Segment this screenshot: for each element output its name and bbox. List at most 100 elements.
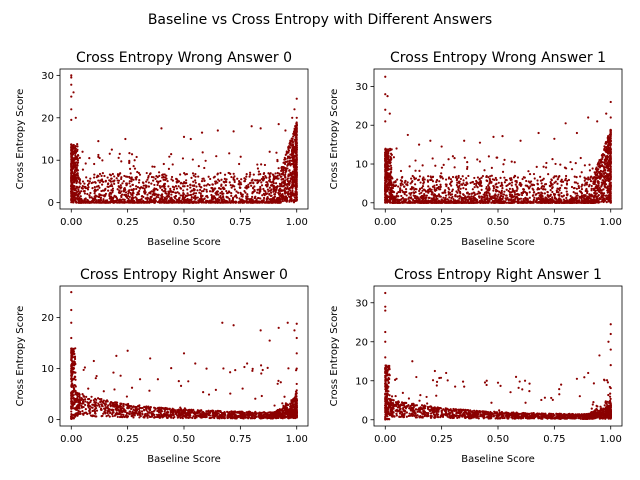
data-point xyxy=(404,198,408,201)
data-point xyxy=(288,169,291,172)
data-point xyxy=(250,184,253,187)
data-point xyxy=(268,150,271,153)
data-point xyxy=(191,184,194,187)
data-point xyxy=(580,171,583,174)
data-point xyxy=(106,201,109,204)
data-point xyxy=(467,195,470,198)
data-point xyxy=(470,192,473,195)
data-point xyxy=(128,180,131,183)
data-point xyxy=(167,195,170,198)
data-point xyxy=(185,179,188,182)
data-point xyxy=(160,193,163,197)
data-point xyxy=(78,178,82,181)
data-point xyxy=(395,195,398,198)
data-point xyxy=(488,186,491,189)
data-point xyxy=(494,183,497,186)
data-point xyxy=(245,173,248,176)
data-point xyxy=(414,183,417,186)
data-point xyxy=(574,161,577,165)
data-point xyxy=(171,179,175,182)
data-point xyxy=(437,193,441,196)
data-point xyxy=(128,152,131,155)
data-point xyxy=(519,197,523,200)
data-point xyxy=(459,187,462,190)
data-point xyxy=(70,156,74,160)
data-point xyxy=(108,193,111,196)
data-point xyxy=(97,195,100,198)
data-point xyxy=(389,164,393,167)
data-point xyxy=(168,155,171,158)
data-point xyxy=(153,201,156,204)
data-point xyxy=(490,166,493,169)
scatter-points xyxy=(384,75,612,204)
data-point xyxy=(74,144,77,148)
data-point xyxy=(473,197,477,200)
data-point xyxy=(244,191,247,194)
data-point xyxy=(93,192,96,195)
data-point xyxy=(118,201,121,204)
data-point xyxy=(454,199,457,202)
data-point xyxy=(259,197,262,200)
data-point xyxy=(220,190,224,193)
data-point xyxy=(78,192,81,195)
data-point xyxy=(488,181,491,184)
data-point xyxy=(409,187,412,191)
data-point xyxy=(70,153,73,156)
data-point xyxy=(171,200,174,203)
data-point xyxy=(118,152,121,156)
data-point xyxy=(417,179,420,182)
data-point xyxy=(513,200,517,203)
data-point xyxy=(128,182,131,185)
data-point xyxy=(559,163,562,166)
data-point xyxy=(138,187,142,190)
data-point xyxy=(277,167,280,170)
data-point xyxy=(426,180,430,183)
data-point xyxy=(201,151,204,154)
data-point xyxy=(142,184,145,187)
data-point xyxy=(239,181,242,184)
data-point xyxy=(483,169,486,172)
data-point xyxy=(113,195,116,198)
data-point xyxy=(535,165,538,168)
data-point xyxy=(78,196,81,200)
data-point xyxy=(539,195,542,198)
data-point xyxy=(260,163,263,166)
data-point xyxy=(110,183,113,186)
data-point xyxy=(97,184,100,188)
data-point xyxy=(157,171,161,174)
data-point xyxy=(70,187,73,191)
data-point xyxy=(418,192,421,195)
data-point xyxy=(291,175,294,179)
data-point xyxy=(558,189,561,192)
data-point xyxy=(165,174,168,177)
data-point xyxy=(85,176,88,179)
data-point xyxy=(250,125,253,128)
data-point xyxy=(71,147,74,151)
data-point xyxy=(143,187,146,190)
data-point xyxy=(574,192,577,195)
data-point xyxy=(522,197,525,201)
data-point xyxy=(262,198,265,202)
data-point xyxy=(412,194,415,197)
data-point xyxy=(288,141,292,144)
data-point xyxy=(177,185,180,188)
data-point xyxy=(288,159,292,162)
data-point xyxy=(451,175,455,179)
data-point xyxy=(418,189,421,193)
data-point xyxy=(597,190,601,193)
data-point xyxy=(240,178,243,181)
data-point xyxy=(82,200,85,203)
data-point xyxy=(476,192,479,195)
data-point xyxy=(598,158,601,162)
data-point xyxy=(455,183,458,187)
data-point xyxy=(258,201,261,204)
data-point xyxy=(502,193,505,196)
data-point xyxy=(115,201,119,204)
data-point xyxy=(200,195,203,198)
data-point xyxy=(270,194,273,197)
data-point xyxy=(128,195,131,199)
data-point xyxy=(289,177,292,180)
data-point xyxy=(99,199,103,202)
data-point xyxy=(392,156,395,159)
data-point xyxy=(279,187,282,190)
